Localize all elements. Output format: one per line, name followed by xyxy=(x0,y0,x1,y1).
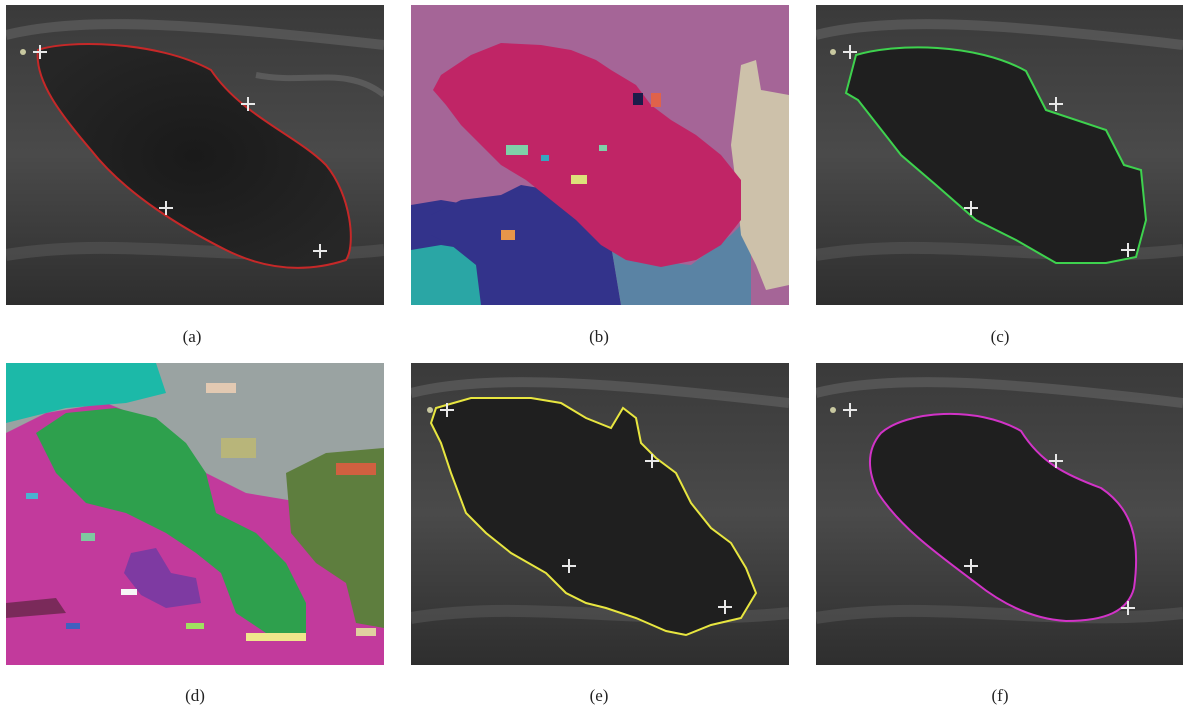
segment-fragments xyxy=(501,93,661,240)
measurement-markers xyxy=(830,45,1135,257)
panel-e-image xyxy=(411,363,789,665)
panel-e-caption: (e) xyxy=(589,686,609,705)
segment-fragments xyxy=(26,383,376,641)
measurement-markers xyxy=(20,45,327,258)
panel-f-image xyxy=(816,363,1183,665)
lesion-contour xyxy=(36,43,352,269)
panel-b-caption: (b) xyxy=(589,327,609,346)
panel-c-image xyxy=(816,5,1183,305)
panel-f-caption: (f) xyxy=(991,686,1009,705)
measurement-markers xyxy=(830,403,1135,615)
panel-d-caption: (d) xyxy=(185,686,205,705)
panel-d-segmentation xyxy=(6,363,384,665)
lesion-contour xyxy=(429,397,758,637)
panel-a-image xyxy=(6,5,384,305)
measurement-markers xyxy=(427,403,732,614)
lesion-contour xyxy=(844,46,1148,264)
panel-a-caption: (a) xyxy=(182,327,202,346)
panel-b-segmentation xyxy=(411,5,789,305)
panel-c-caption: (c) xyxy=(990,327,1010,346)
